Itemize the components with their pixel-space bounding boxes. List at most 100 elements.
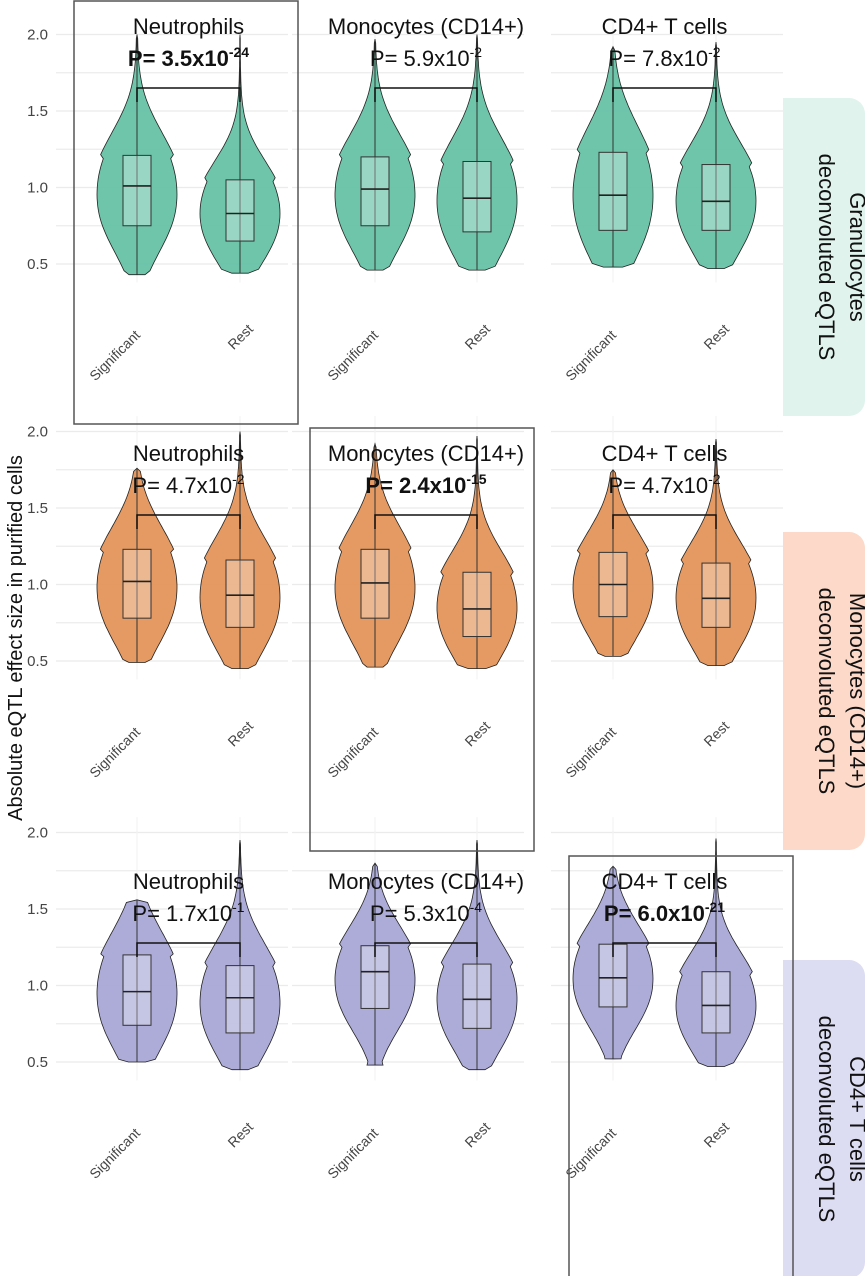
violin-significant xyxy=(96,467,178,663)
x-tick-label: Significant xyxy=(324,724,381,781)
strip-label-line1: Granulocytes xyxy=(845,192,865,322)
violin-rest xyxy=(675,439,757,667)
x-tick-label: Significant xyxy=(86,1125,143,1182)
comparison-bracket xyxy=(374,514,478,529)
strip-label-line2: deconvoluted eQTLS xyxy=(814,588,839,795)
x-tick-label: Rest xyxy=(461,718,493,750)
p-value-exponent: -2 xyxy=(708,44,721,60)
y-tick-label: 1.0 xyxy=(27,180,48,197)
strip-background xyxy=(783,532,865,850)
violin-significant xyxy=(334,442,416,668)
panel: 0.5 1.0 1.5 2.0 Significant Rest Neutrophils P=… xyxy=(27,416,288,781)
comparison-bracket xyxy=(612,514,717,529)
highlight-frame xyxy=(309,427,535,852)
violin-significant xyxy=(572,469,654,657)
p-value-exponent: -2 xyxy=(470,44,483,60)
strip-background xyxy=(783,960,865,1276)
panel-title: Neutrophils xyxy=(133,441,244,466)
box xyxy=(462,963,492,1029)
strip-label-line2: deconvoluted eQTLS xyxy=(814,1016,839,1223)
y-tick-label: 1.5 xyxy=(27,103,48,120)
panel: Significant Rest CD4+ T cells P= 7.8x10-2 xyxy=(551,14,783,384)
box xyxy=(360,156,390,227)
p-value: P= 5.9x10-2 xyxy=(370,44,482,71)
p-value-exponent: -15 xyxy=(466,471,486,487)
p-value-exponent: -1 xyxy=(232,899,245,915)
comparison-bracket xyxy=(374,87,478,102)
p-value-base: P= 4.7x10 xyxy=(132,473,232,498)
comparison-bracket xyxy=(612,87,717,102)
y-tick-label: 0.5 xyxy=(27,653,48,670)
y-tick-label: 1.5 xyxy=(27,901,48,918)
y-tick-label: 1.0 xyxy=(27,577,48,594)
box xyxy=(225,965,255,1034)
strip-label-line2: deconvoluted eQTLS xyxy=(814,154,839,361)
x-tick-label: Rest xyxy=(224,718,256,750)
p-value-exponent: -21 xyxy=(705,899,725,915)
panel: 0.5 1.0 1.5 2.0 Significant Rest Neutrophils P=… xyxy=(27,817,288,1182)
highlight-frame xyxy=(568,855,794,1276)
p-value-base: P= 3.5x10 xyxy=(128,46,229,71)
x-tick-label: Significant xyxy=(86,327,143,384)
violin-rest xyxy=(199,431,281,670)
box xyxy=(360,945,390,1009)
x-tick-label: Significant xyxy=(562,327,619,384)
violin-significant xyxy=(572,45,654,268)
row-strip: Granulocytes deconvoluted eQTLS xyxy=(783,98,865,416)
p-value-exponent: -4 xyxy=(470,899,483,915)
x-tick-label: Rest xyxy=(700,718,732,750)
comparison-bracket xyxy=(136,514,241,529)
p-value-base: P= 6.0x10 xyxy=(604,901,705,926)
p-value: P= 3.5x10-24 xyxy=(128,44,249,71)
violin-significant xyxy=(96,899,178,1063)
panel: Significant Rest Monocytes (CD14+) P= 5.9x1… xyxy=(292,14,524,384)
x-tick-label: Significant xyxy=(324,1125,381,1182)
p-value-base: P= 4.7x10 xyxy=(608,473,708,498)
p-value-base: P= 1.7x10 xyxy=(132,901,232,926)
box xyxy=(122,954,152,1026)
x-tick-label: Rest xyxy=(700,321,732,353)
y-tick-label: 0.5 xyxy=(27,256,48,273)
panel-title: CD4+ T cells xyxy=(602,869,728,894)
violin-significant xyxy=(334,39,416,271)
y-tick-label: 2.0 xyxy=(27,825,48,842)
p-value: P= 1.7x10-1 xyxy=(132,899,244,926)
box xyxy=(462,160,492,233)
p-value-base: P= 7.8x10 xyxy=(608,46,708,71)
panels: 0.5 1.0 1.5 2.0 Significant Rest Neutrophils P=… xyxy=(27,14,783,1182)
panel-title: Neutrophils xyxy=(133,14,244,39)
p-value-base: P= 5.3x10 xyxy=(370,901,470,926)
row-strip: Monocytes (CD14+) deconvoluted eQTLS xyxy=(783,532,865,850)
strip-label-line1: Monocytes (CD14+) xyxy=(845,593,865,789)
x-tick-label: Rest xyxy=(700,1119,732,1151)
comparison-bracket xyxy=(136,87,241,102)
p-value-exponent: -2 xyxy=(708,471,721,487)
x-tick-label: Significant xyxy=(86,724,143,781)
x-tick-label: Significant xyxy=(562,1125,619,1182)
x-tick-label: Significant xyxy=(562,724,619,781)
strip-label-line1: CD4+ T cells xyxy=(845,1056,865,1182)
p-value: P= 5.3x10-4 xyxy=(370,899,482,926)
y-tick-label: 2.0 xyxy=(27,27,48,44)
comparison-bracket xyxy=(374,942,478,957)
box xyxy=(701,164,731,231)
violin-significant xyxy=(96,34,178,276)
x-tick-label: Rest xyxy=(461,1119,493,1151)
y-tick-label: 0.5 xyxy=(27,1054,48,1071)
panel: Significant Rest CD4+ T cells P= 4.7x10-2 xyxy=(551,416,783,781)
box xyxy=(225,559,255,628)
panel: Significant Rest CD4+ T cells P= 6.0x10-21 xyxy=(551,817,783,1182)
y-tick-label: 2.0 xyxy=(27,424,48,441)
highlight-frame xyxy=(73,0,299,425)
panel-title: Monocytes (CD14+) xyxy=(328,441,524,466)
p-value: P= 6.0x10-21 xyxy=(604,899,725,926)
violin-rest xyxy=(675,42,757,270)
box xyxy=(701,971,731,1034)
x-tick-label: Rest xyxy=(224,321,256,353)
highlight-frames xyxy=(73,0,794,1276)
p-value-base: P= 2.4x10 xyxy=(365,473,466,498)
panel-title: CD4+ T cells xyxy=(602,441,728,466)
panel-title: CD4+ T cells xyxy=(602,14,728,39)
